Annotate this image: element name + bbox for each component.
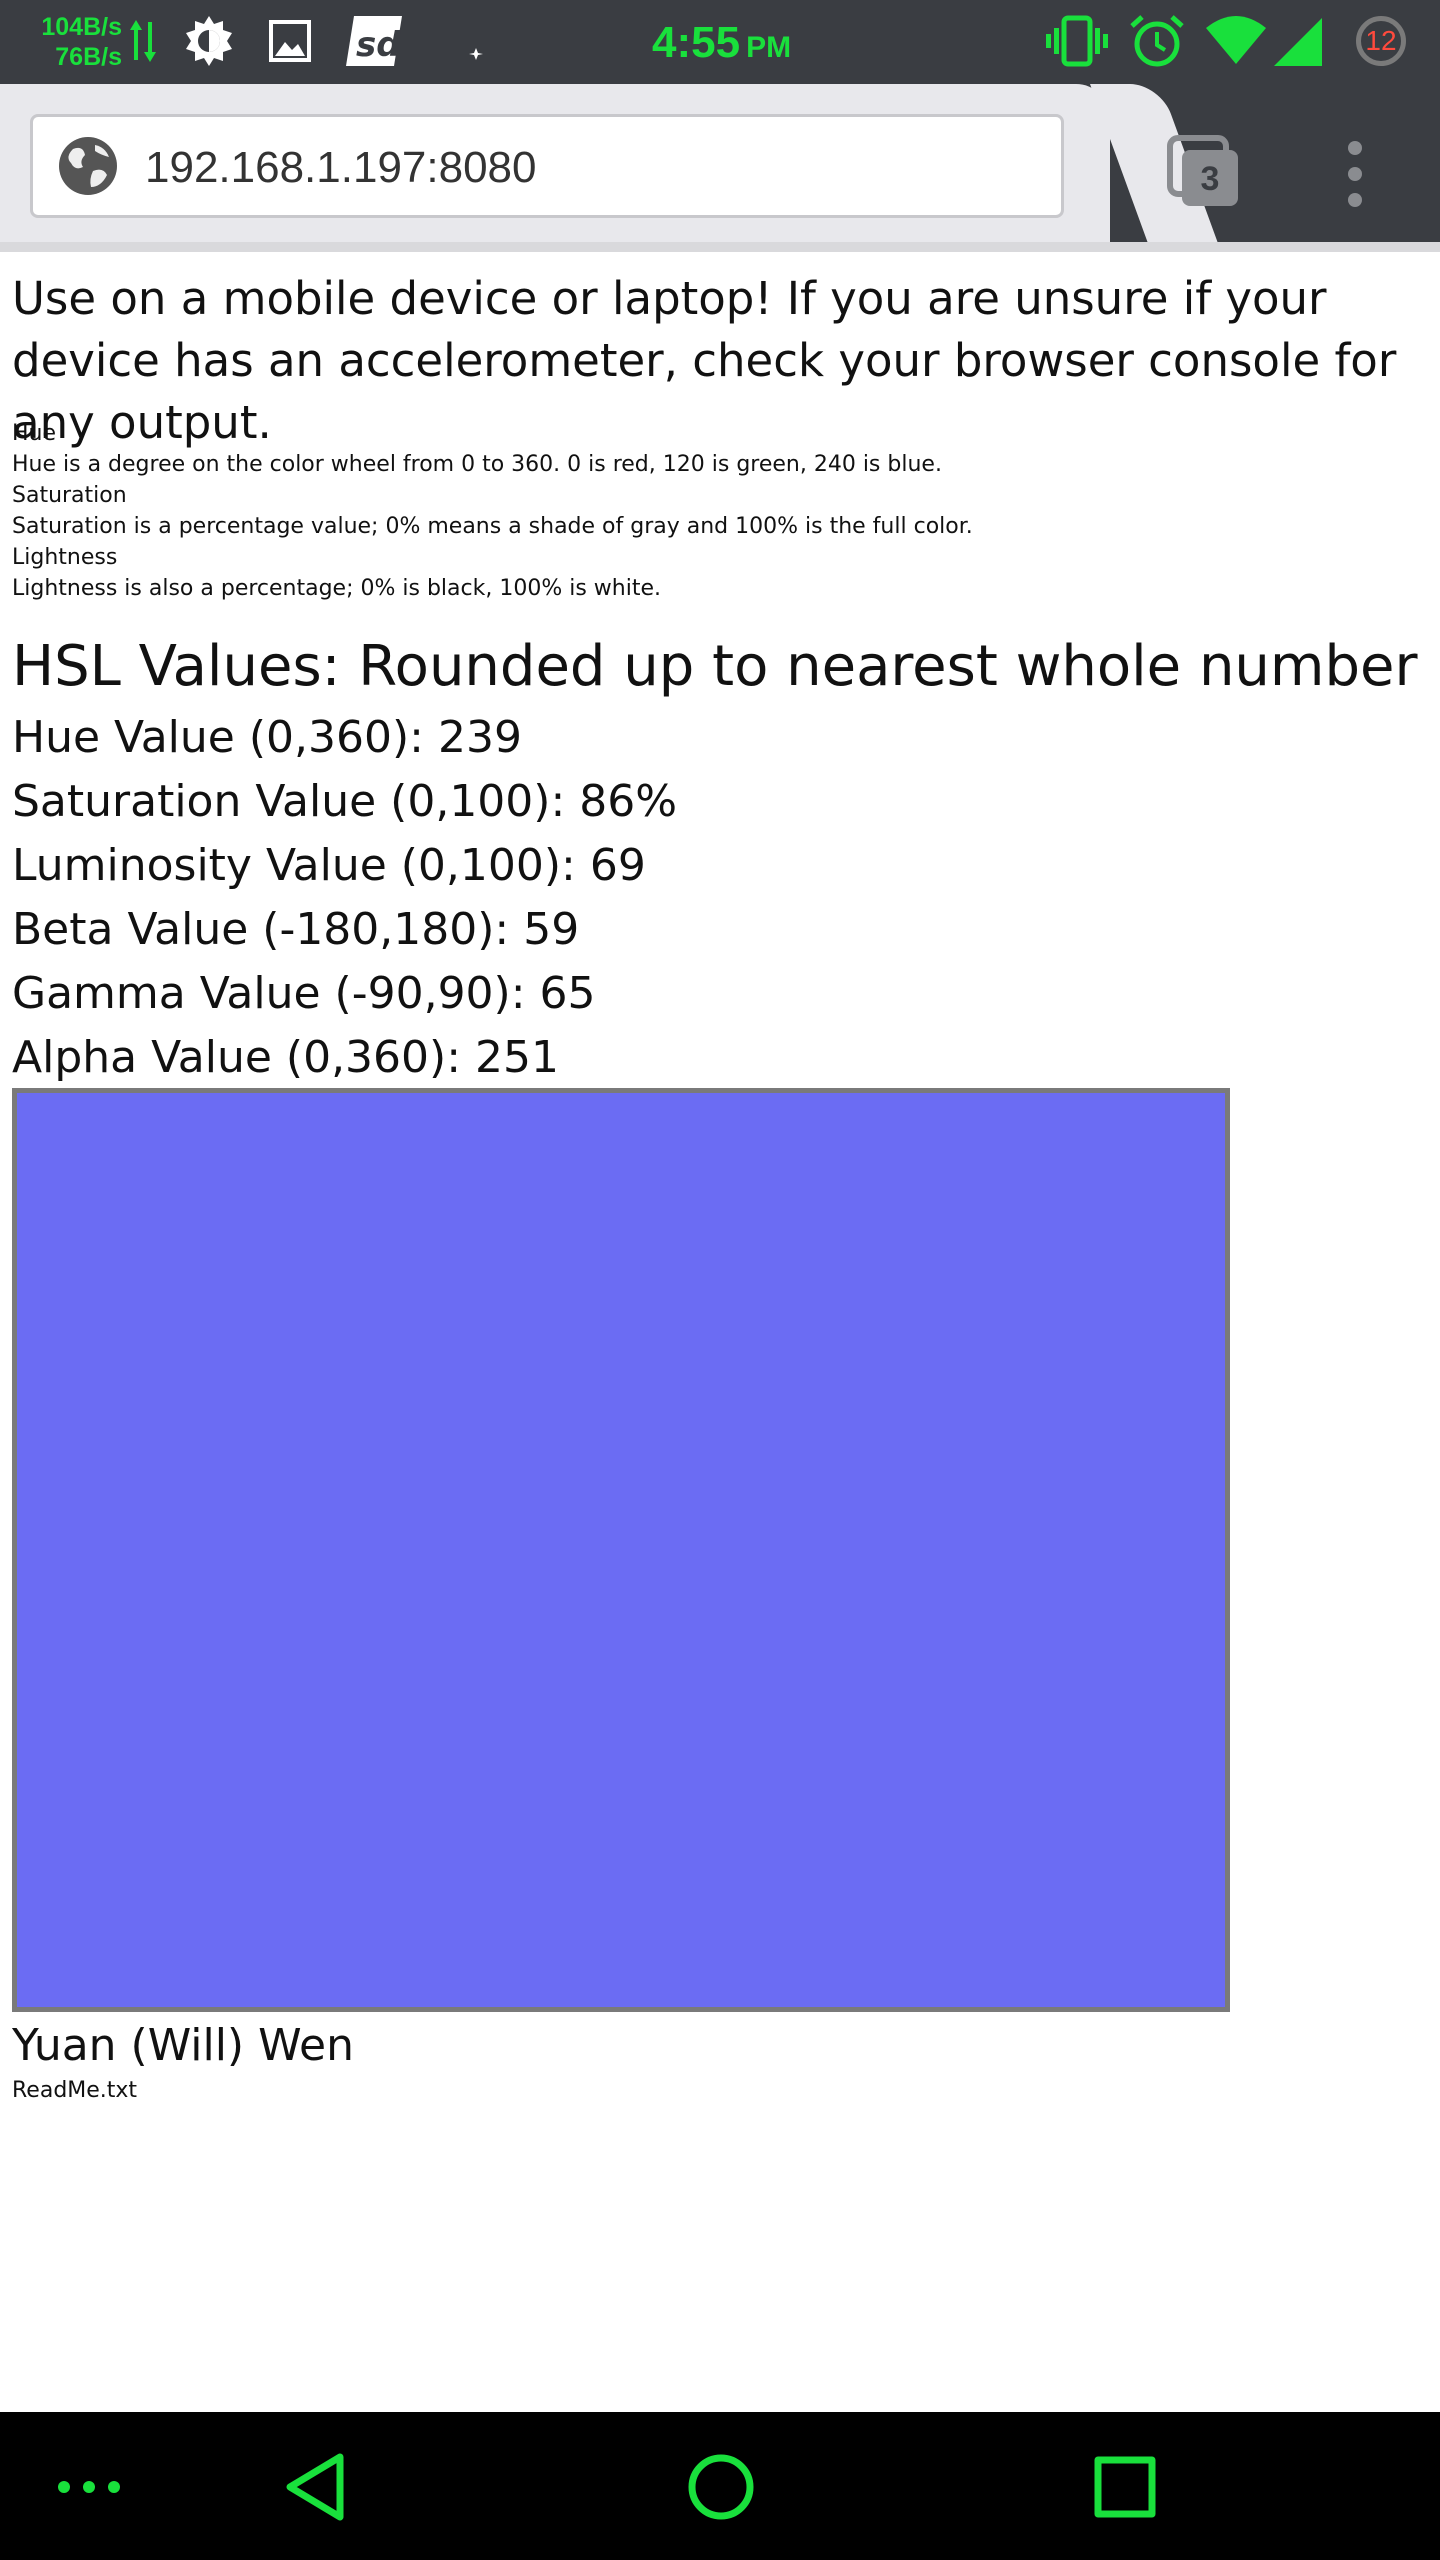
url-text[interactable]: 192.168.1.197:8080 <box>145 143 537 192</box>
hue-definition: Hue is a degree on the color wheel from … <box>12 452 942 477</box>
gamma-value: Gamma Value (-90,90): 65 <box>12 968 596 1019</box>
overflow-menu-icon[interactable] <box>1330 136 1380 212</box>
do-not-disturb-moon-icon <box>447 18 483 63</box>
alarm-icon <box>1130 15 1184 67</box>
home-icon[interactable] <box>686 2452 756 2522</box>
clock-ampm: PM <box>746 31 792 64</box>
intro-text: Use on a mobile device or laptop! If you… <box>12 272 1397 449</box>
lightness-definition: Lightness is also a percentage; 0% is bl… <box>12 576 661 601</box>
globe-icon <box>59 137 117 195</box>
hue-value: Hue Value (0,360): 239 <box>12 712 522 763</box>
readme-link[interactable]: ReadMe.txt <box>12 2078 138 2103</box>
navigation-bar <box>0 2412 1440 2560</box>
saturation-definition: Saturation is a percentage value; 0% mea… <box>12 514 973 539</box>
beta-value: Beta Value (-180,180): 59 <box>12 904 580 955</box>
sd-card-icon: sd <box>346 16 402 66</box>
browser-toolbar: 192.168.1.197:8080 3 <box>0 84 1440 252</box>
hue-term: Hue <box>12 421 57 446</box>
status-bar: 104B/s 76B/s sd 4:55 PM <box>0 0 1440 84</box>
saturation-term: Saturation <box>12 483 127 508</box>
alpha-value: Alpha Value (0,360): 251 <box>12 1032 559 1083</box>
url-bar[interactable]: 192.168.1.197:8080 <box>30 114 1064 218</box>
hsl-values-heading: HSL Values: Rounded up to nearest whole … <box>12 634 1418 699</box>
network-speed: 104B/s 76B/s <box>26 12 122 72</box>
net-down-speed: 104B/s <box>41 13 122 41</box>
author-name: Yuan (Will) Wen <box>12 2020 354 2071</box>
lightness-term: Lightness <box>12 545 118 570</box>
image-icon <box>269 20 311 62</box>
saturation-value: Saturation Value (0,100): 86% <box>12 776 678 827</box>
nav-menu-dots-icon[interactable] <box>54 2452 124 2522</box>
data-arrows-icon <box>130 20 156 62</box>
tab-switcher-button[interactable]: 3 <box>1166 134 1242 210</box>
vibrate-icon <box>1046 15 1108 67</box>
clock-time: 4:55 <box>652 18 741 67</box>
notification-count-badge[interactable]: 12 <box>1356 16 1406 66</box>
signal-icon <box>1274 18 1322 66</box>
luminosity-value: Luminosity Value (0,100): 69 <box>12 840 646 891</box>
tab-count: 3 <box>1201 160 1220 198</box>
recents-icon[interactable] <box>1090 2452 1160 2522</box>
status-clock: 4:55 PM <box>652 18 791 68</box>
wifi-icon <box>1206 16 1266 64</box>
brightness-icon <box>186 16 232 66</box>
svg-text:sd: sd <box>356 25 401 65</box>
hsl-color-swatch <box>12 1088 1230 2012</box>
toolbar-divider <box>0 242 1440 252</box>
back-icon[interactable] <box>282 2452 348 2522</box>
net-up-speed: 76B/s <box>55 43 122 71</box>
